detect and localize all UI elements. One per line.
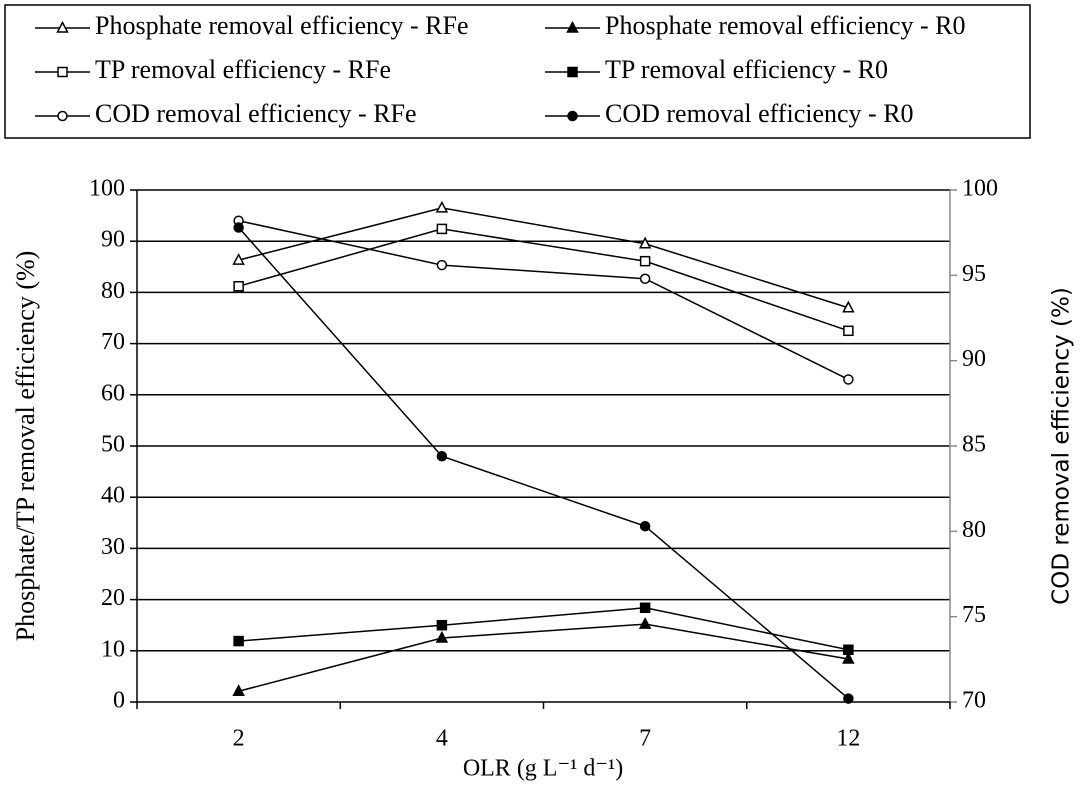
- y2-tick-label: 90: [962, 346, 986, 372]
- y-tick-label: 40: [101, 483, 125, 509]
- legend-label: TP removal efficiency - RFe: [95, 55, 391, 84]
- y-tick-label: 20: [101, 585, 125, 611]
- legend-label: COD removal efficiency - RFe: [95, 99, 417, 128]
- point: [436, 619, 448, 631]
- point: [639, 520, 651, 532]
- point: [435, 200, 449, 213]
- legend-marker: [56, 20, 69, 33]
- point: [843, 325, 854, 337]
- point: [843, 693, 854, 704]
- legend-marker: [57, 110, 68, 122]
- y2-tick-label: 85: [962, 432, 986, 458]
- legend-label: COD removal efficiency - R0: [605, 99, 914, 128]
- x-tick-label: 12: [836, 726, 860, 752]
- point: [232, 684, 245, 696]
- legend-label: Phosphate removal efficiency - R0: [605, 11, 966, 40]
- y-tick-label: 100: [89, 176, 125, 202]
- point: [233, 635, 244, 647]
- y-tick-label: 0: [113, 688, 125, 714]
- point: [436, 450, 448, 462]
- legend-marker: [566, 20, 579, 33]
- y-axis-label: Phosphate/TP removal efficiency (%): [11, 251, 40, 642]
- legend-label: Phosphate removal efficiency - RFe: [95, 11, 469, 40]
- series-line: [238, 227, 849, 700]
- y2-tick-label: 75: [962, 602, 986, 628]
- legend-box: [4, 4, 1031, 139]
- legend-marker: [567, 66, 578, 78]
- x-tick-label: 2: [233, 726, 245, 752]
- y-tick-label: 10: [101, 636, 125, 662]
- point: [233, 281, 244, 292]
- y2-tick-label: 70: [962, 688, 986, 714]
- point: [435, 630, 449, 643]
- point: [843, 374, 854, 385]
- legend-marker: [567, 110, 578, 122]
- legend-marker: [57, 66, 68, 78]
- point: [639, 273, 651, 284]
- x-tick-label: 7: [639, 726, 651, 752]
- legend-label: TP removal efficiency - R0: [605, 55, 888, 84]
- point: [639, 255, 651, 267]
- y-tick-label: 60: [101, 380, 125, 406]
- y2-tick-label: 80: [962, 517, 986, 543]
- y-tick-label: 90: [101, 227, 125, 253]
- series-line: [238, 207, 849, 309]
- point: [842, 651, 855, 664]
- point: [638, 236, 652, 249]
- series-line: [238, 623, 849, 692]
- y2-axis-label: COD removal efficiency (%): [1049, 287, 1075, 605]
- x-axis-label: OLR (g L⁻¹ d⁻¹): [463, 756, 623, 782]
- y2-tick-label: 95: [962, 261, 986, 287]
- point: [436, 259, 448, 271]
- point: [843, 644, 854, 656]
- series-line: [238, 228, 849, 332]
- series-line: [238, 607, 849, 651]
- point: [233, 222, 244, 233]
- point: [638, 617, 652, 629]
- point: [436, 223, 448, 235]
- y-tick-label: 80: [101, 278, 125, 304]
- y-tick-label: 50: [101, 432, 125, 458]
- series-line: [238, 219, 849, 381]
- y-tick-label: 70: [101, 329, 125, 355]
- x-tick-label: 4: [436, 726, 448, 752]
- y2-tick-label: 100: [962, 176, 998, 202]
- point: [639, 602, 651, 614]
- point: [842, 300, 855, 313]
- point: [232, 253, 245, 265]
- y-tick-label: 30: [101, 534, 125, 560]
